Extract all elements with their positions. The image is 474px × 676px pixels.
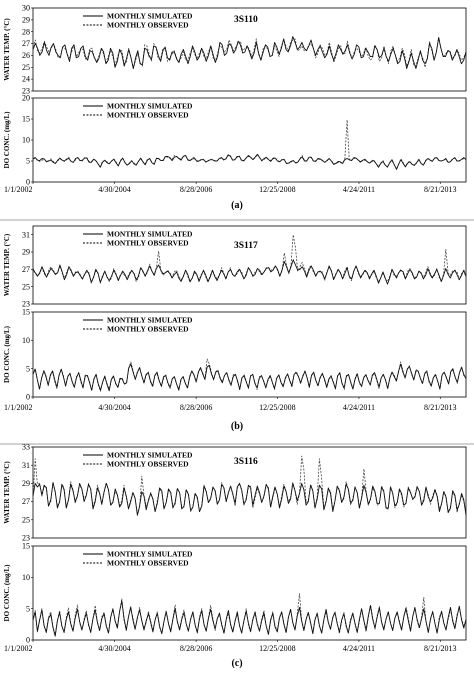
x-tick-label: 4/30/2004 [98, 644, 130, 653]
site-label: 3S116 [234, 457, 258, 467]
y-tick-label: 5 [26, 364, 30, 373]
y-tick-label: 15 [22, 542, 30, 551]
plot-frame [32, 545, 467, 641]
x-tick-label: 4/30/2004 [98, 185, 130, 194]
x-tick-label: 1/1/2002 [4, 403, 32, 412]
y-tick-label: 30 [22, 4, 30, 13]
x-tick-label: 12/25/2008 [259, 644, 295, 653]
y-tick-label: 29 [22, 248, 30, 257]
x-tick-label: 1/1/2002 [4, 644, 32, 653]
site-label: 3S110 [234, 15, 258, 25]
panel-1-top-plot: 23 25 27 29 31 WATER TEMP. (°C) MONTHLY SIMULA… [3, 225, 467, 309]
y-tick-label: 23 [22, 534, 30, 543]
y-tick-label: 0 [26, 636, 30, 645]
y-tick-label: 27 [22, 497, 30, 506]
y-axis-label: WATER TEMP. (°C) [3, 233, 11, 296]
panel-label: (a) [231, 200, 243, 211]
y-tick-label: 0 [26, 393, 30, 402]
legend-label: MONTHLY SIMULATED [107, 550, 193, 559]
y-tick-label: 23 [22, 87, 30, 96]
y-tick-label: 20 [22, 94, 30, 103]
y-tick-label: 29 [22, 15, 30, 24]
x-tick-label: 4/30/2004 [98, 403, 130, 412]
panel-2-top-plot: 23 25 27 29 31 33 WATER TEMP. (°C) MONTHLY SIMU… [3, 443, 467, 543]
y-tick-label: 31 [22, 461, 30, 470]
x-tick-label: 1/1/2002 [4, 185, 32, 194]
legend-label: MONTHLY SIMULATED [107, 230, 193, 239]
y-tick-label: 10 [22, 336, 30, 345]
x-tick-label: 12/25/2008 [259, 185, 295, 194]
y-tick-label: 5 [26, 157, 30, 166]
series-simulated-line [32, 153, 467, 170]
panel-label: (c) [231, 658, 242, 669]
y-tick-label: 5 [26, 604, 30, 613]
site-label: 3S117 [234, 241, 258, 251]
legend-label: MONTHLY OBSERVED [107, 21, 189, 30]
x-tick-label: 8/28/2006 [180, 185, 212, 194]
panel-0-bottom-plot: 0 5 10 15 20 DO CONC. (mg/L) MONTHLY SIMULATED… [3, 94, 467, 187]
y-axis-label: WATER TEMP. (°C) [3, 461, 11, 524]
x-tick-label: 8/21/2013 [424, 644, 456, 653]
y-tick-label: 10 [22, 573, 30, 582]
x-tick-label: 4/24/2011 [343, 403, 375, 412]
series-simulated-line [32, 36, 467, 69]
y-tick-label: 25 [22, 63, 30, 72]
legend-label: MONTHLY OBSERVED [107, 325, 189, 334]
y-tick-label: 26 [22, 51, 30, 60]
y-tick-label: 27 [22, 265, 30, 274]
y-axis-label: DO CONC. (mg/L) [3, 564, 11, 622]
series-simulated-line [32, 600, 467, 637]
series-simulated-line [32, 482, 467, 516]
series-simulated-line [32, 259, 467, 285]
series-simulated-line [32, 363, 467, 392]
x-tick-label: 8/28/2006 [180, 403, 212, 412]
plot-frame [32, 97, 467, 183]
panel-1-bottom-plot: 0 5 10 15 DO CONC. (mg/L) MONTHLY SIMULATEDMO… [3, 308, 467, 402]
legend-label: MONTHLY OBSERVED [107, 460, 189, 469]
y-tick-label: 31 [22, 230, 30, 239]
y-tick-label: 28 [22, 27, 30, 36]
x-tick-label: 8/21/2013 [424, 185, 456, 194]
y-tick-label: 10 [22, 136, 30, 145]
x-tick-label: 8/28/2006 [180, 644, 212, 653]
y-axis-label: WATER TEMP. (°C) [3, 18, 11, 81]
panel-2-bottom-plot: 0 5 10 15 DO CONC. (mg/L) MONTHLY SIMULATEDMO… [3, 542, 467, 645]
legend-label: MONTHLY SIMULATED [107, 102, 193, 111]
y-tick-label: 33 [22, 443, 30, 452]
y-tick-label: 27 [22, 39, 30, 48]
y-tick-label: 25 [22, 515, 30, 524]
panel-0-top-plot: 23 24 25 26 27 28 29 30 WATER TEMP. (°C) MONTHLY … [3, 4, 467, 96]
legend-label: MONTHLY OBSERVED [107, 559, 189, 568]
y-tick-label: 25 [22, 282, 30, 291]
y-tick-label: 24 [22, 75, 30, 84]
legend-label: MONTHLY OBSERVED [107, 239, 189, 248]
legend-label: MONTHLY SIMULATED [107, 451, 193, 460]
x-tick-label: 8/21/2013 [424, 403, 456, 412]
x-tick-label: 12/25/2008 [259, 403, 295, 412]
y-axis-label: DO CONC. (mg/L) [3, 325, 11, 383]
legend-label: MONTHLY SIMULATED [107, 12, 193, 21]
x-tick-label: 4/24/2011 [343, 644, 375, 653]
series-observed-line [32, 119, 467, 170]
legend-label: MONTHLY SIMULATED [107, 316, 193, 325]
y-tick-label: 15 [22, 308, 30, 317]
y-tick-label: 15 [22, 115, 30, 124]
y-tick-label: 29 [22, 479, 30, 488]
y-tick-label: 23 [22, 300, 30, 309]
x-tick-label: 4/24/2011 [343, 185, 375, 194]
legend-label: MONTHLY OBSERVED [107, 111, 189, 120]
y-tick-label: 0 [26, 178, 30, 187]
y-axis-label: DO CONC. (mg/L) [3, 111, 11, 169]
plot-frame [32, 311, 467, 398]
plot-frame [32, 225, 467, 305]
panel-label: (b) [231, 421, 243, 432]
